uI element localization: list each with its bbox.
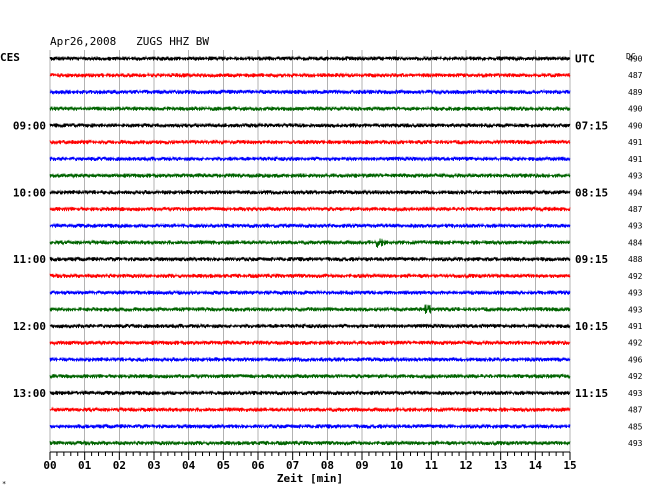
corner-mark: * [2, 480, 6, 488]
x-tick-label: 00 [43, 459, 56, 472]
x-tick-label: 01 [78, 459, 92, 472]
seismic-trace [49, 389, 571, 397]
x-tick-label: 11 [425, 459, 439, 472]
dc-value: 490 [628, 105, 643, 114]
dc-value: 493 [628, 439, 643, 448]
seismic-trace [49, 155, 571, 162]
dc-value: 491 [628, 155, 643, 164]
seismic-trace [49, 406, 571, 413]
dc-value: 492 [628, 372, 643, 381]
right-time-label: 10:15 [575, 320, 608, 333]
seismic-trace [49, 122, 571, 129]
seismic-trace [49, 55, 571, 62]
seismic-trace [49, 172, 571, 179]
seismic-trace [49, 289, 571, 296]
right-time-label: 07:15 [575, 119, 608, 132]
dc-value: 488 [628, 255, 643, 264]
left-time-label: 11:00 [13, 253, 46, 266]
seismic-trace [49, 238, 571, 248]
left-time-label: 10:00 [13, 186, 46, 199]
dc-value: 485 [628, 422, 643, 431]
dc-value: 492 [628, 272, 643, 281]
dc-value: 491 [628, 322, 643, 331]
chart-title: Apr26,2008 ZUGS HHZ BW [50, 35, 209, 48]
right-time-label: 08:15 [575, 186, 608, 199]
x-tick-label: 06 [251, 459, 265, 472]
seismic-trace [49, 88, 571, 96]
time-label-group: 490 487 489 490 490 491 491 493 494 487 493 484 488 4… [13, 53, 643, 449]
right-time-label: 09:15 [575, 253, 608, 266]
dc-value: 496 [628, 355, 643, 364]
seismic-trace [49, 222, 571, 230]
left-time-label: 09:00 [13, 119, 46, 132]
x-tick-label: 10 [390, 459, 403, 472]
x-tick-label: 08 [321, 459, 334, 472]
left-time-label: 13:00 [13, 387, 46, 400]
x-tick-label: 05 [217, 459, 230, 472]
right-time-label: 11:15 [575, 387, 608, 400]
dc-value: 487 [628, 406, 643, 415]
left-timezone-label: CES [0, 51, 20, 64]
seismic-trace [49, 188, 571, 196]
seismic-trace [49, 356, 571, 363]
x-tick-label: 03 [147, 459, 160, 472]
seismic-trace [49, 439, 571, 447]
seismic-trace [49, 272, 571, 280]
x-tick-label: 13 [494, 459, 507, 472]
seismic-trace [49, 105, 571, 112]
dc-column-label: DC [626, 52, 636, 61]
dc-value: 490 [628, 55, 643, 64]
dc-value: 491 [628, 138, 643, 147]
left-time-label: 12:00 [13, 320, 46, 333]
seismic-trace [49, 304, 571, 315]
seismic-trace [49, 138, 571, 146]
seismic-trace [49, 372, 571, 380]
dc-value: 494 [628, 188, 643, 197]
dc-value: 493 [628, 305, 643, 314]
x-axis-label: Zeit [min] [277, 472, 343, 485]
seismic-trace [49, 339, 571, 347]
dc-value: 493 [628, 222, 643, 231]
seismic-trace [49, 71, 571, 79]
seismic-trace [49, 322, 571, 330]
x-tick-label: 14 [529, 459, 543, 472]
x-tick-label: 15 [563, 459, 576, 472]
seismic-trace [49, 423, 571, 430]
x-tick-label: 12 [459, 459, 472, 472]
seismic-trace [49, 255, 571, 263]
dc-value: 487 [628, 205, 643, 214]
dc-value: 490 [628, 121, 643, 130]
dc-value: 493 [628, 289, 643, 298]
x-tick-label: 09 [355, 459, 368, 472]
dc-value: 489 [628, 88, 643, 97]
minute-grid [49, 50, 571, 452]
x-tick-label: 02 [113, 459, 126, 472]
dc-value: 492 [628, 339, 643, 348]
trace-group [49, 55, 571, 447]
dc-value: 493 [628, 172, 643, 181]
right-time-label: UTC [575, 53, 595, 66]
x-axis: 00 01 02 03 04 05 06 07 08 09 10 11 12 13 14 15 [43, 451, 577, 472]
dc-value: 493 [628, 389, 643, 398]
x-tick-label: 04 [182, 459, 196, 472]
x-tick-label: 07 [286, 459, 299, 472]
seismic-trace [49, 205, 571, 213]
dc-value: 484 [628, 238, 643, 247]
dc-value: 487 [628, 71, 643, 80]
